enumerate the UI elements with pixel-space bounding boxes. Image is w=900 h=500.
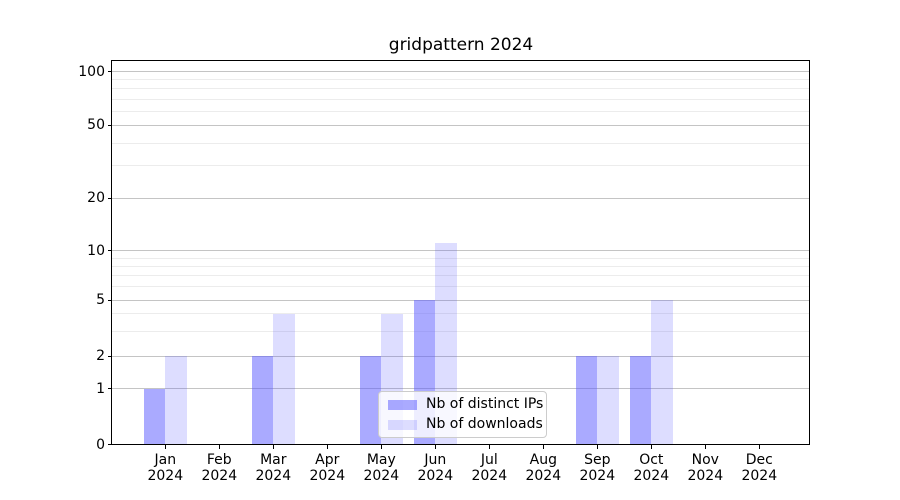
legend-item-distinct-ips: Nb of distinct IPs xyxy=(388,396,543,413)
x-axis-tick-label: Mar 2024 xyxy=(255,452,292,484)
y-axis-tick xyxy=(107,197,112,199)
x-axis-tick-label: Jul 2024 xyxy=(471,452,508,484)
gridline-minor xyxy=(112,110,810,112)
gridline-major xyxy=(112,388,810,389)
x-axis-tick xyxy=(272,444,274,449)
y-axis-tick-label: 20 xyxy=(87,190,105,206)
x-axis-tick xyxy=(596,444,598,449)
bar-distinct-ips-oct xyxy=(630,356,652,445)
bar-downloads-oct xyxy=(651,300,673,445)
y-axis-tick xyxy=(107,388,112,389)
legend-label-downloads: Nb of downloads xyxy=(426,416,543,432)
x-axis-tick-label: Feb 2024 xyxy=(201,452,238,484)
x-axis-tick-label: Sep 2024 xyxy=(579,452,616,484)
x-axis-tick-label: Aug 2024 xyxy=(525,452,562,484)
x-axis-tick xyxy=(758,444,760,449)
chart-title: gridpattern 2024 xyxy=(388,35,534,55)
legend-swatch-downloads xyxy=(388,419,417,430)
bar-distinct-ips-mar xyxy=(252,356,274,445)
x-axis-tick-label: Apr 2024 xyxy=(309,452,346,484)
gridline-major xyxy=(112,197,810,199)
x-axis-tick-label: Oct 2024 xyxy=(633,452,670,484)
y-axis-tick xyxy=(107,355,112,357)
bar-distinct-ips-jan xyxy=(144,388,166,445)
x-axis-tick xyxy=(704,444,706,449)
gridline-minor xyxy=(112,98,810,100)
x-axis-tick xyxy=(164,444,166,449)
y-axis-tick xyxy=(107,444,112,445)
x-axis-tick-label: Nov 2024 xyxy=(687,452,724,484)
bar-downloads-mar xyxy=(273,313,295,445)
gridline-major xyxy=(112,355,810,357)
x-axis-tick xyxy=(542,444,544,449)
legend-item-downloads: Nb of downloads xyxy=(388,416,543,433)
gridline-minor xyxy=(112,286,810,288)
legend: Nb of distinct IPs Nb of downloads xyxy=(378,391,547,438)
y-axis-tick-label: 0 xyxy=(96,436,105,453)
x-axis-tick xyxy=(326,444,328,449)
gridline-minor xyxy=(112,275,810,277)
y-axis-tick xyxy=(107,299,112,301)
x-axis-tick-label: Dec 2024 xyxy=(741,452,778,484)
y-axis-tick-label: 1 xyxy=(96,380,105,397)
x-axis-tick xyxy=(650,444,652,449)
x-axis-tick xyxy=(218,444,220,449)
y-axis-tick xyxy=(107,124,112,126)
gridline-minor xyxy=(112,330,810,332)
gridline-minor xyxy=(112,88,810,90)
bar-downloads-jan xyxy=(165,356,187,445)
y-axis-tick-label: 10 xyxy=(87,242,105,259)
x-axis-tick xyxy=(434,444,436,449)
legend-swatch-ips xyxy=(388,399,417,410)
x-axis-tick xyxy=(488,444,490,449)
gridline-major xyxy=(112,124,810,126)
gridline-minor xyxy=(112,265,810,267)
bar-distinct-ips-may xyxy=(360,356,382,445)
bar-downloads-sep xyxy=(597,356,619,445)
y-axis-tick-label: 100 xyxy=(78,63,105,80)
x-axis-tick-label: Jun 2024 xyxy=(417,452,454,484)
gridline-minor xyxy=(112,313,810,315)
bar-distinct-ips-sep xyxy=(576,356,598,445)
legend-label-ips: Nb of distinct IPs xyxy=(426,396,544,412)
x-axis-tick-label: May 2024 xyxy=(363,452,400,484)
gridline-major xyxy=(112,299,810,301)
y-axis-tick xyxy=(107,71,112,73)
gridline-minor xyxy=(112,257,810,259)
gridline-minor xyxy=(112,142,810,144)
gridline-minor xyxy=(112,165,810,167)
y-axis-tick xyxy=(107,250,112,251)
gridline-major xyxy=(112,71,810,73)
y-axis-tick-label: 2 xyxy=(96,348,105,364)
gridline-major xyxy=(112,250,810,251)
y-axis-tick-label: 5 xyxy=(96,292,105,308)
y-axis-tick-label: 50 xyxy=(87,117,105,134)
x-axis-tick xyxy=(380,444,382,449)
gridline-minor xyxy=(112,79,810,81)
x-axis-tick-label: Jan 2024 xyxy=(147,452,184,484)
